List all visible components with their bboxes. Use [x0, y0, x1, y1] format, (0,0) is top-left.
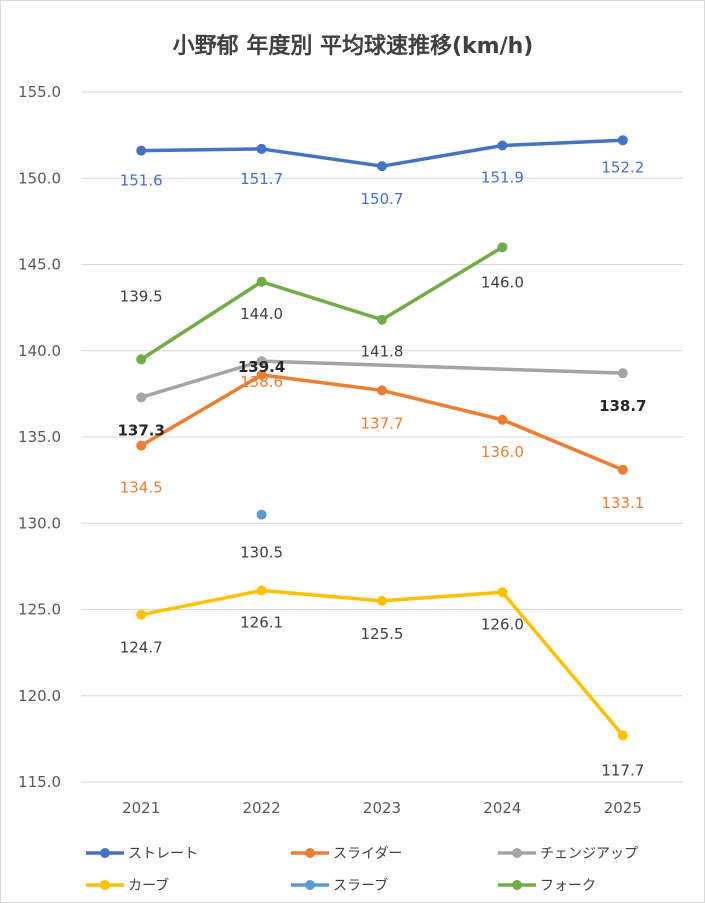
- data-point: [136, 354, 147, 365]
- data-point: [377, 314, 387, 325]
- y-tick-label: 140.0: [18, 342, 61, 360]
- data-label: 126.0: [481, 615, 524, 633]
- data-point: [497, 587, 508, 598]
- data-label: 146.0: [481, 273, 524, 291]
- y-tick-label: 145.0: [18, 256, 61, 274]
- data-point: [617, 135, 628, 146]
- legend-label: ストレート: [128, 846, 198, 862]
- legend-item: フォーク: [498, 878, 596, 894]
- series-line: [140, 245, 504, 361]
- data-point: [136, 609, 147, 620]
- data-label: 137.7: [361, 414, 404, 432]
- data-point: [256, 585, 267, 596]
- gridlines: [81, 91, 683, 783]
- y-tick-label: 155.0: [18, 83, 61, 101]
- data-label: 151.6: [120, 172, 163, 190]
- y-axis-ticks: 155.0 150.0 145.0 140.0 135.0 130.0 125.0 120.0…: [18, 83, 61, 791]
- x-tick-label: 2022: [243, 799, 281, 817]
- data-label: 139.4: [238, 358, 285, 376]
- legend-item: スライダー: [291, 846, 402, 862]
- legend-item: スラーブ: [291, 877, 388, 894]
- data-point: [617, 464, 628, 475]
- data-label: 144.0: [240, 305, 283, 323]
- data-label: 117.7: [601, 761, 644, 779]
- data-point: [136, 145, 147, 156]
- data-label: 136.0: [481, 443, 524, 461]
- legend-item: ストレート: [86, 846, 198, 862]
- y-tick-label: 150.0: [18, 169, 61, 187]
- legend-label: チェンジアップ: [540, 846, 638, 862]
- data-label: 138.7: [599, 397, 646, 415]
- data-label: 133.1: [601, 494, 644, 512]
- x-axis-ticks: 2021 2022 2023 2024 2025: [122, 799, 642, 817]
- data-label: 151.9: [481, 168, 524, 186]
- data-label: 139.5: [120, 287, 163, 305]
- x-tick-label: 2023: [363, 799, 401, 817]
- legend-marker: [305, 848, 315, 858]
- x-tick-label: 2021: [122, 799, 160, 817]
- y-tick-label: 130.0: [18, 514, 61, 532]
- data-point: [377, 595, 387, 606]
- y-tick-label: 115.0: [18, 773, 61, 791]
- legend-label: フォーク: [540, 878, 596, 894]
- y-tick-label: 120.0: [18, 687, 61, 705]
- data-label: 134.5: [120, 479, 163, 497]
- x-tick-label: 2024: [483, 799, 521, 817]
- legend-item: チェンジアップ: [498, 846, 638, 862]
- data-point: [377, 161, 387, 172]
- x-tick-label: 2025: [604, 799, 642, 817]
- data-labels: 151.6 151.7 150.7 151.9 152.2 134.5 138.6 137.7…: [117, 158, 646, 779]
- data-point: [497, 242, 508, 253]
- data-point: [617, 368, 628, 379]
- series-line: [140, 588, 625, 737]
- y-tick-label: 135.0: [18, 428, 61, 446]
- legend-label: スライダー: [333, 846, 402, 862]
- legend-item: カーブ: [86, 877, 169, 894]
- data-point: [256, 369, 267, 380]
- data-label: 138.6: [240, 373, 283, 391]
- data-point: [256, 143, 267, 154]
- data-label: 141.8: [361, 343, 404, 361]
- y-tick-label: 125.0: [18, 601, 61, 619]
- legend-marker: [100, 848, 110, 858]
- series-lines: [136, 135, 628, 741]
- legend-marker: [305, 880, 315, 890]
- data-point: [617, 730, 628, 741]
- data-label: 125.5: [361, 625, 404, 643]
- legend-label: スラーブ: [333, 877, 388, 894]
- data-label: 151.7: [240, 170, 283, 188]
- legend-marker: [512, 880, 522, 890]
- data-point: [497, 140, 508, 151]
- data-point: [497, 414, 508, 425]
- legend-label: カーブ: [128, 877, 169, 894]
- data-point: [136, 392, 147, 403]
- legend-marker: [512, 848, 522, 858]
- data-label: 137.3: [117, 421, 164, 439]
- data-point: [377, 385, 387, 396]
- data-label: 150.7: [361, 190, 404, 208]
- data-label: 124.7: [120, 639, 163, 657]
- data-point: [256, 509, 267, 520]
- data-point: [256, 276, 267, 287]
- data-label: 152.2: [601, 158, 644, 176]
- legend-marker: [100, 880, 110, 890]
- chart-title: 小野郁 年度別 平均球速推移(km/h): [173, 33, 534, 59]
- data-label: 126.1: [240, 614, 283, 632]
- data-point: [136, 440, 147, 451]
- data-label: 130.5: [240, 544, 283, 562]
- data-point: [256, 356, 267, 367]
